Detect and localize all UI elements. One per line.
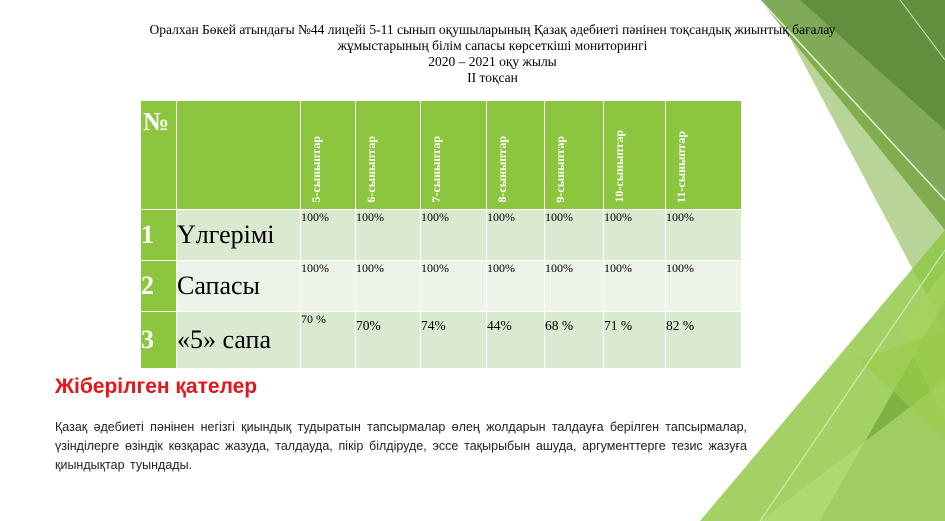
column-header: 6-сыныптар	[355, 100, 421, 210]
table-row: 2 Сапасы 100% 100% 100% 100% 100% 100% 1…	[140, 260, 742, 312]
table-cell: 82 %	[665, 311, 742, 369]
table-cell: 100%	[300, 209, 356, 261]
column-header: 9-сыныптар	[544, 100, 604, 210]
title-line-3: 2020 – 2021 оқу жылы	[428, 54, 557, 69]
table-cell: 44%	[486, 311, 545, 369]
column-header-label: 6-сыныптар	[364, 136, 378, 203]
table-cell: 100%	[544, 209, 604, 261]
table-cell: 71 %	[603, 311, 666, 369]
table-row: 3 «5» сапа 70 % 70% 74% 44% 68 % 71 % 82…	[140, 311, 742, 369]
column-header-label: 8-сыныптар	[495, 136, 509, 203]
row-number: 3	[140, 311, 177, 369]
column-header: 11-сыныптар	[665, 100, 742, 210]
table-header-row: № 5-сыныптар 6-сыныптар 7-сыныптар 8-сын…	[140, 100, 742, 210]
column-header: 5-сыныптар	[300, 100, 356, 210]
column-header-label: 11-сыныптар	[674, 131, 688, 203]
title-line-2: жұмыстарының білім сапасы көрсеткіші мон…	[337, 38, 648, 53]
row-label: «5» сапа	[176, 311, 301, 369]
table-cell: 70 %	[300, 311, 356, 369]
title-line-1: Оралхан Бөкей атындағы №44 лицейі 5-11 с…	[149, 22, 836, 37]
section-heading: Жіберілген қателер	[55, 375, 258, 398]
table-cell: 100%	[603, 260, 666, 312]
number-header: №	[140, 100, 177, 210]
column-header-label: 5-сыныптар	[309, 136, 323, 203]
column-header-label: 10-сыныптар	[612, 130, 626, 203]
table-cell: 74%	[420, 311, 487, 369]
row-label: Сапасы	[176, 260, 301, 312]
body-paragraph: Қазақ әдебиеті пәнінен негізгі қиындық т…	[55, 420, 747, 472]
table-cell: 100%	[420, 260, 487, 312]
table-cell: 68 %	[544, 311, 604, 369]
column-header-label: 9-сыныптар	[553, 136, 567, 203]
table-cell: 100%	[420, 209, 487, 261]
table-row: 1 Үлгерімі 100% 100% 100% 100% 100% 100%…	[140, 209, 742, 261]
title-line-4: II тоқсан	[467, 70, 518, 85]
label-header	[176, 100, 301, 210]
table-cell: 100%	[665, 260, 742, 312]
column-header: 7-сыныптар	[420, 100, 487, 210]
document-title: Оралхан Бөкей атындағы №44 лицейі 5-11 с…	[40, 22, 945, 86]
column-header-label: 7-сыныптар	[429, 136, 443, 203]
row-number: 1	[140, 209, 177, 261]
monitoring-table: № 5-сыныптар 6-сыныптар 7-сыныптар 8-сын…	[140, 100, 742, 369]
table-cell: 100%	[544, 260, 604, 312]
row-label: Үлгерімі	[176, 209, 301, 261]
table-cell: 100%	[355, 260, 421, 312]
table-cell: 100%	[486, 260, 545, 312]
column-header: 10-сыныптар	[603, 100, 666, 210]
table-cell: 70%	[355, 311, 421, 369]
table-cell: 100%	[603, 209, 666, 261]
row-number: 2	[140, 260, 177, 312]
column-header: 8-сыныптар	[486, 100, 545, 210]
table-cell: 100%	[300, 260, 356, 312]
table-cell: 100%	[665, 209, 742, 261]
table-cell: 100%	[486, 209, 545, 261]
table-cell: 100%	[355, 209, 421, 261]
